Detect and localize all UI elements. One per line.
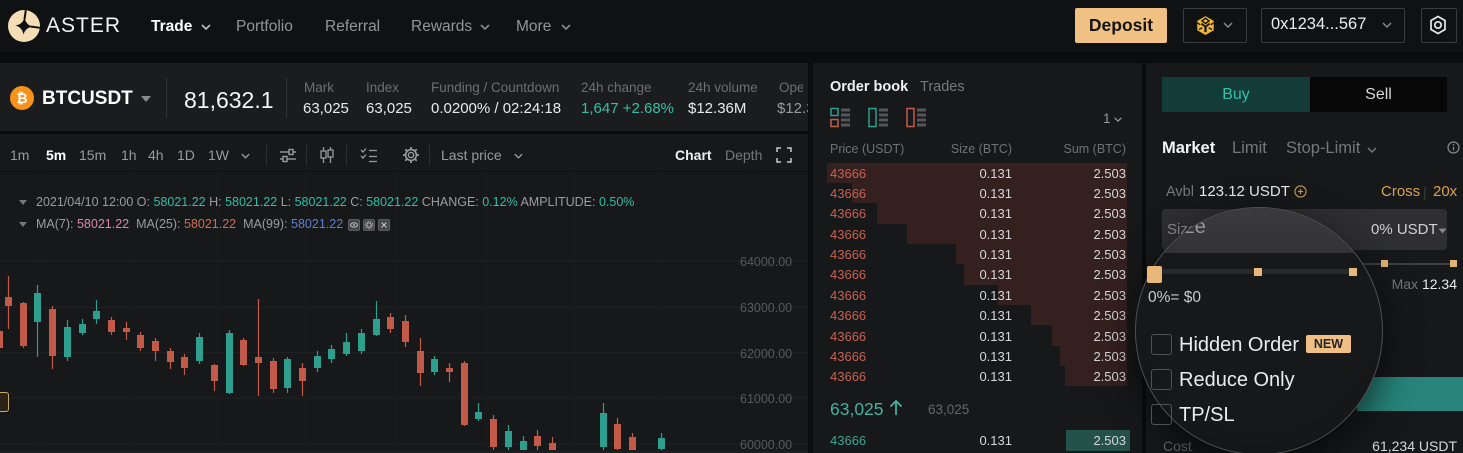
svg-text:₿: ₿ xyxy=(16,90,27,106)
